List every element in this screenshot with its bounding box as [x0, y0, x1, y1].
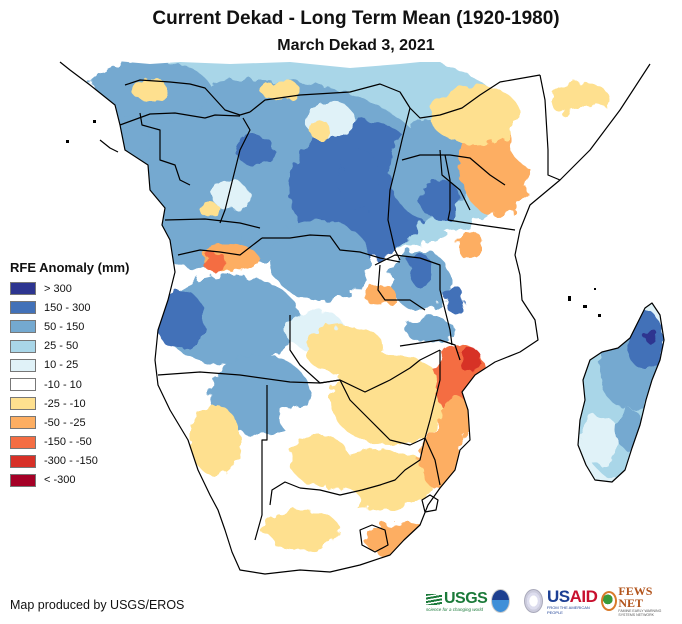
anomaly-patch	[420, 180, 460, 220]
anomaly-patch	[365, 522, 435, 558]
fewsnet-tagline: FAMINE EARLY WARNING SYSTEMS NETWORK	[618, 609, 662, 617]
anomaly-patch	[290, 435, 350, 485]
map-subtitle: March Dekad 3, 2021	[277, 37, 435, 54]
usgs-logo: USGS science for a changing world	[426, 590, 488, 612]
legend-title: RFE Anomaly (mm)	[10, 260, 130, 275]
anomaly-patch	[280, 405, 320, 435]
anomaly-patch	[440, 395, 470, 445]
anomaly-patch	[320, 488, 360, 512]
legend-swatch	[10, 435, 36, 449]
noaa-logo-icon	[491, 589, 511, 613]
anomaly-patch	[212, 180, 248, 210]
logo-strip: USGS science for a changing world USAID …	[426, 584, 678, 618]
legend-label: 50 - 150	[44, 320, 85, 333]
anomaly-patch	[430, 85, 520, 145]
anomaly-patch	[580, 415, 620, 465]
legend-item: 50 - 150	[10, 317, 129, 336]
legend-item: -10 - 10	[10, 375, 129, 394]
legend-item: -150 - -50	[10, 433, 129, 452]
map-title: Current Dekad - Long Term Mean (1920-198…	[152, 8, 560, 29]
legend-swatch	[10, 320, 36, 334]
anomaly-patch	[410, 252, 430, 288]
usgs-logo-text: USGS	[444, 590, 488, 607]
anomaly-patch	[458, 348, 482, 372]
globe-icon	[601, 591, 618, 611]
usaid-tagline: FROM THE AMERICAN PEOPLE	[546, 604, 590, 615]
anomaly-patch	[456, 231, 484, 259]
anomaly-patch	[615, 410, 645, 450]
legend-item: -300 - -150	[10, 452, 129, 471]
anomaly-patch	[225, 530, 275, 560]
legend-label: > 300	[44, 282, 72, 295]
legend-swatch	[10, 454, 36, 468]
legend-swatch	[10, 473, 36, 487]
fewsnet-logo: FEWS NET FAMINE EARLY WARNING SYSTEMS NE…	[601, 585, 678, 617]
anomaly-patch	[365, 283, 395, 307]
anomaly-patch	[155, 290, 205, 350]
legend-swatch	[10, 397, 36, 411]
anomaly-patch	[420, 430, 460, 490]
islands	[66, 120, 601, 317]
usaid-logo: USAID FROM THE AMERICAN PEOPLE	[546, 586, 598, 615]
legend-item: -50 - -25	[10, 413, 129, 432]
madagascar-anomaly-field	[578, 303, 664, 482]
anomaly-patch	[260, 80, 300, 100]
legend-item: 25 - 50	[10, 337, 129, 356]
usgs-tagline: science for a changing world	[426, 607, 484, 612]
legend-label: -10 - 10	[44, 378, 82, 391]
legend-label: 25 - 50	[44, 340, 79, 353]
anomaly-patch	[627, 310, 663, 370]
coastline	[59, 61, 651, 575]
anomaly-patch	[330, 355, 450, 445]
legend-item: < -300	[10, 471, 129, 490]
legend-swatch	[10, 416, 36, 430]
credit-text: Map produced by USGS/EROS	[10, 598, 185, 612]
legend-swatch	[10, 378, 36, 392]
anomaly-patch	[260, 510, 340, 550]
eswatini-border	[421, 494, 439, 513]
legend-label: 10 - 25	[44, 359, 79, 372]
anomaly-patch	[203, 252, 227, 272]
legend-swatch	[10, 282, 36, 296]
legend-label: -50 - -25	[44, 416, 86, 429]
legend-label: -25 - -10	[44, 397, 86, 410]
anomaly-patch	[310, 120, 330, 140]
anomaly-patch	[445, 286, 465, 314]
legend-swatch	[10, 358, 36, 372]
legend-swatch	[10, 301, 36, 315]
fewsnet-text: FEWS NET	[618, 584, 653, 610]
anomaly-patch	[190, 405, 240, 475]
usaid-seal-icon	[524, 589, 543, 613]
anomaly-patch	[270, 220, 370, 300]
legend-item: > 300	[10, 279, 129, 298]
legend-item: 150 - 300	[10, 298, 129, 317]
anomaly-patch	[132, 78, 168, 102]
legend-label: 150 - 300	[44, 301, 91, 314]
legend-item: 10 - 25	[10, 356, 129, 375]
legend-item: -25 - -10	[10, 394, 129, 413]
lesotho-border	[359, 524, 389, 553]
madagascar-coastline	[577, 302, 665, 483]
anomaly-patch	[510, 110, 570, 170]
anomaly-patch	[405, 318, 455, 342]
usaid-aid-text: AID	[569, 586, 598, 606]
legend: RFE Anomaly (mm) > 300 150 - 300 50 - 150 2…	[10, 260, 129, 490]
anomaly-patch	[644, 327, 656, 343]
legend-label: < -300	[44, 474, 76, 487]
legend-label: -300 - -150	[44, 455, 98, 468]
anomaly-patch	[305, 325, 385, 375]
country-borders	[59, 61, 665, 575]
legend-swatch	[10, 339, 36, 353]
anomaly-patch	[200, 202, 220, 218]
usgs-waves-icon	[426, 593, 442, 605]
anomaly-patch	[235, 135, 275, 165]
usaid-us-text: US	[546, 586, 570, 606]
anomaly-patch	[340, 150, 380, 210]
legend-label: -150 - -50	[44, 436, 92, 449]
